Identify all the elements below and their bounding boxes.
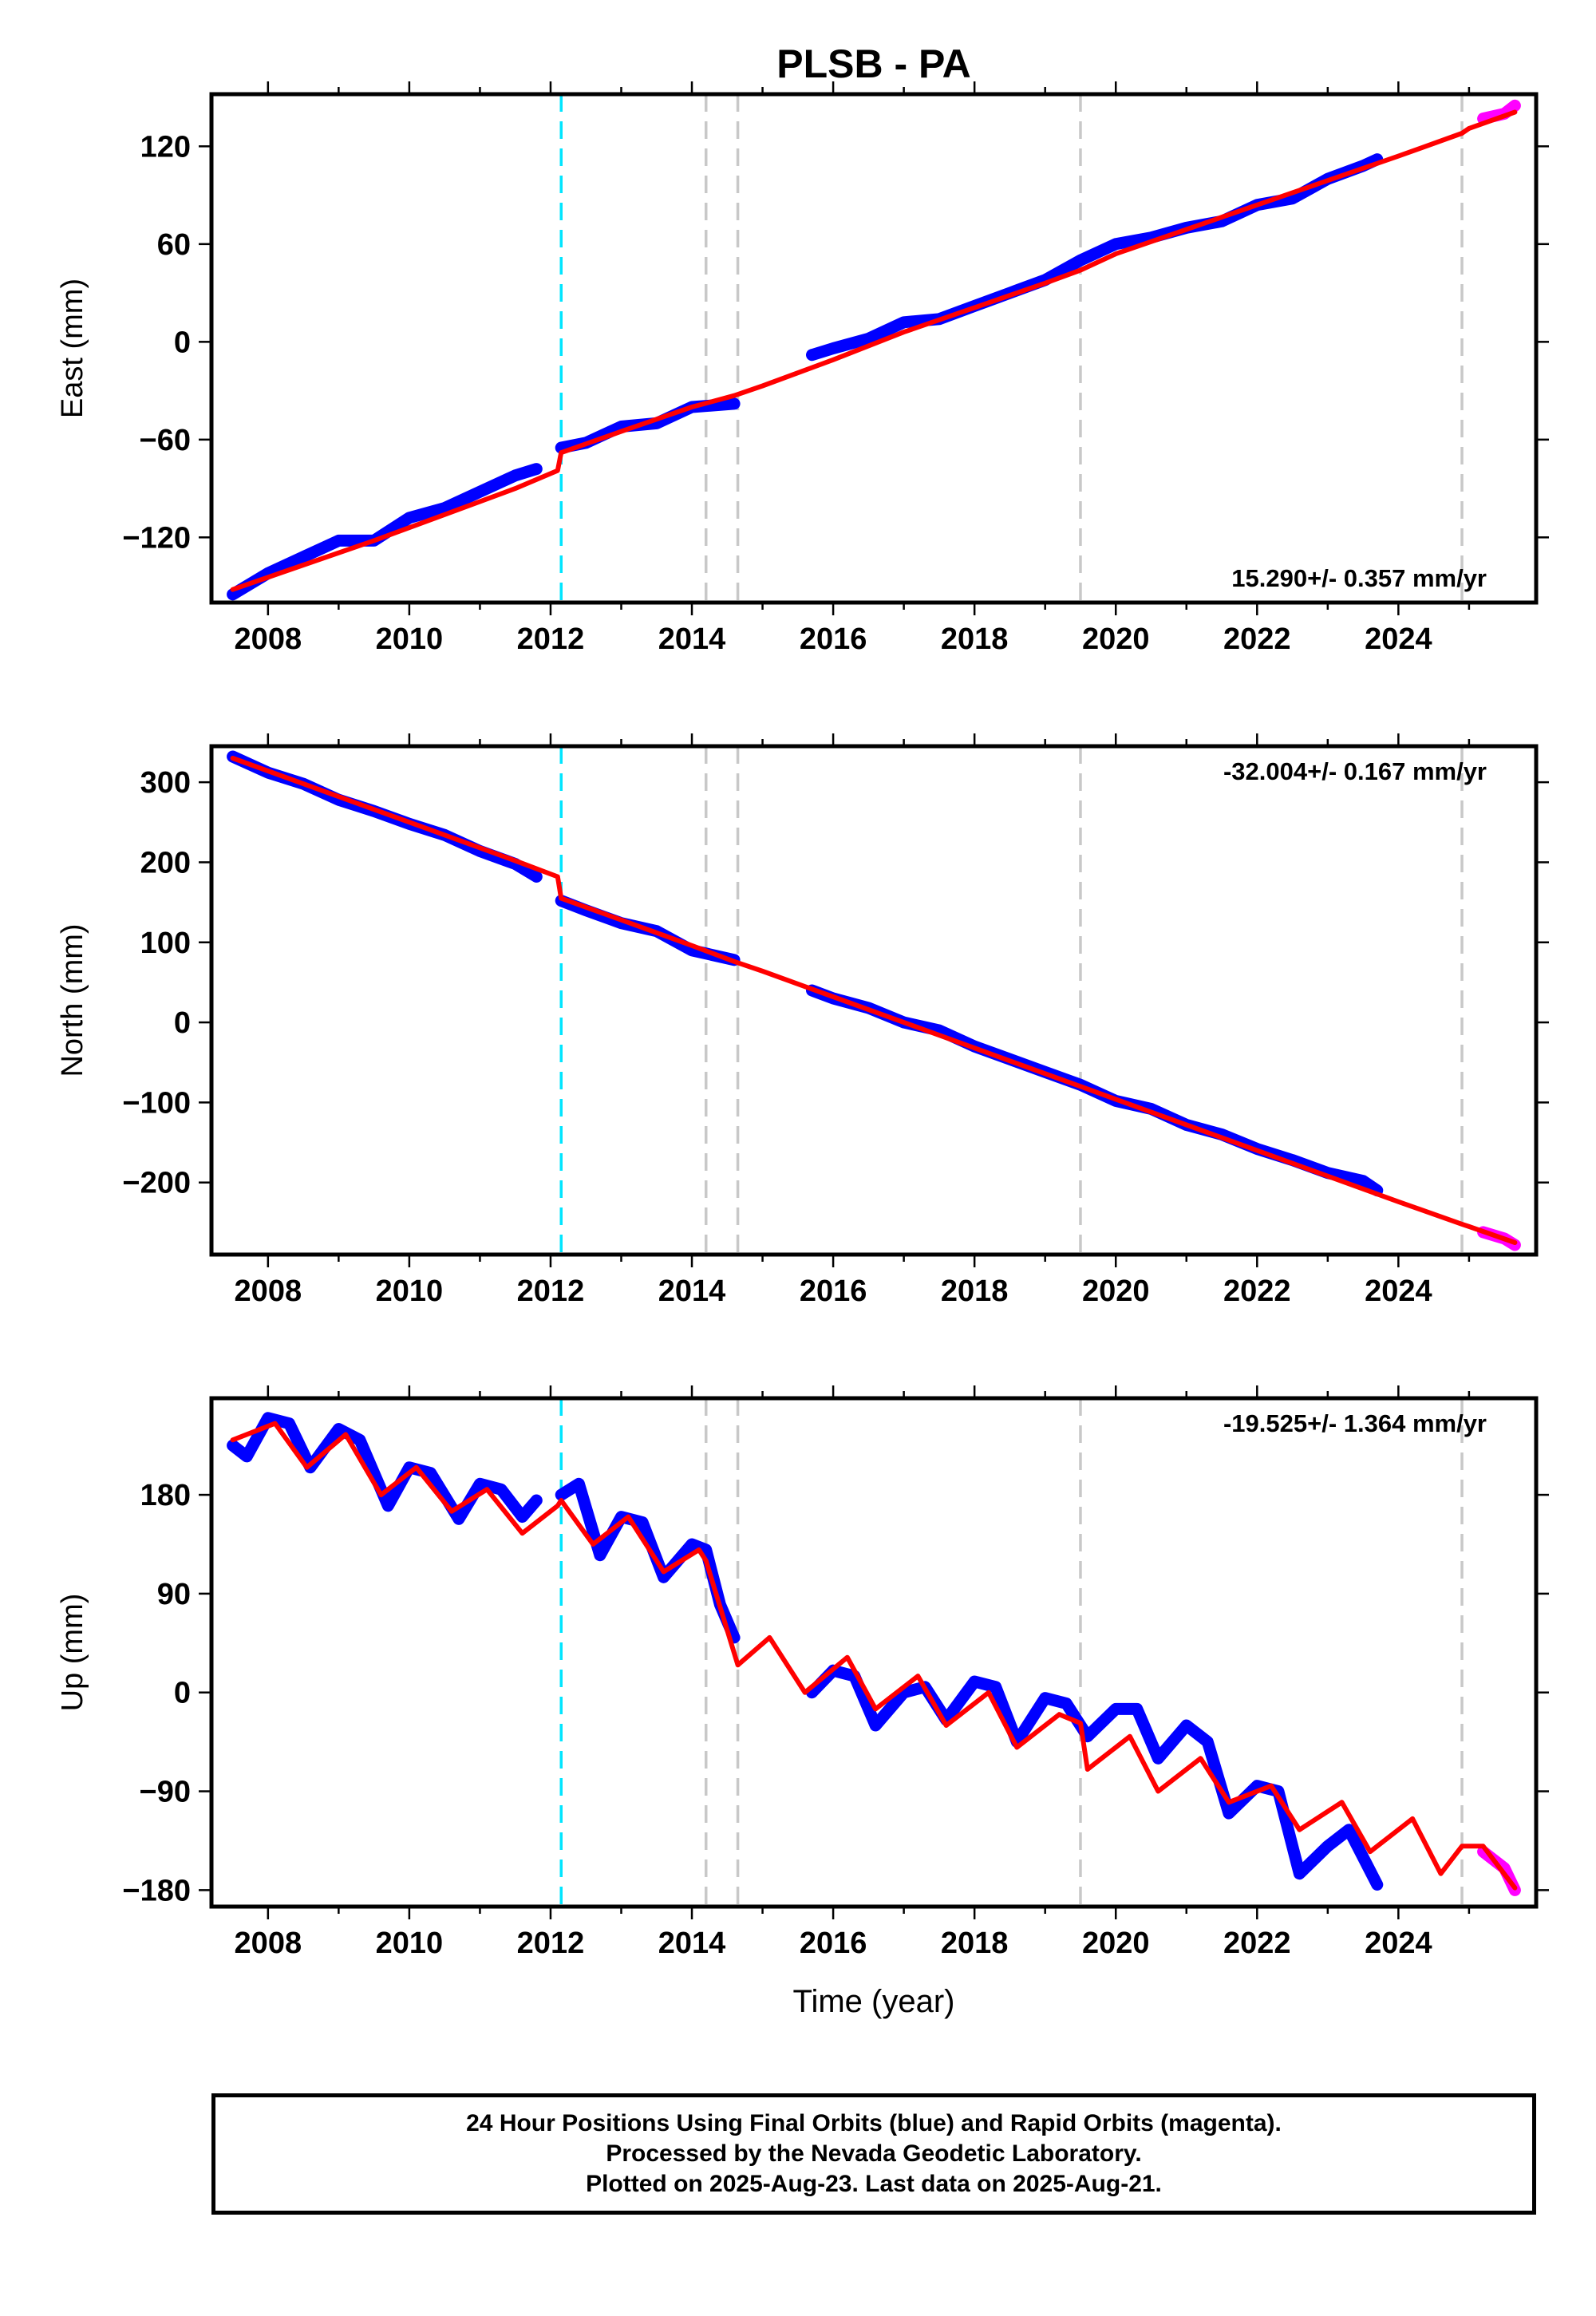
- up-xtick-label: 2022: [1223, 1927, 1291, 1960]
- north-xtick-label: 2014: [658, 1275, 726, 1308]
- up-xtick-label: 2024: [1365, 1927, 1432, 1960]
- up-xtick-label: 2020: [1082, 1927, 1150, 1960]
- east-rate-label: 15.290+/- 0.357 mm/yr: [1231, 564, 1487, 592]
- north-ytick-label: 100: [140, 927, 191, 960]
- north-ylabel: North (mm): [56, 923, 89, 1077]
- east-series-model-segment-0: [230, 109, 1518, 592]
- up-xtick-label: 2010: [376, 1927, 444, 1960]
- east-xtick-label: 2008: [235, 622, 302, 656]
- up-ytick-label: 0: [174, 1677, 191, 1710]
- north-xtick-label: 2016: [800, 1275, 867, 1308]
- up-ylabel: Up (mm): [56, 1594, 89, 1712]
- east-plot-frame: [209, 92, 1539, 605]
- footer-line-plotted: Plotted on 2025-Aug-23. Last data on 202…: [586, 2171, 1162, 2197]
- east-ytick-label: 0: [174, 326, 191, 359]
- north-xtick-label: 2010: [376, 1275, 444, 1308]
- up-ytick-label: 180: [140, 1479, 191, 1512]
- up-plot-frame: [209, 1396, 1539, 1909]
- east-series-final-orbits-segment-0: [227, 463, 543, 601]
- up-panel: 2008 2010 2012 2014 2016 2018 2020 2022 2024 −180…: [56, 1385, 1549, 2019]
- up-rate-label: -19.525+/- 1.364 mm/yr: [1223, 1409, 1487, 1437]
- footer-note-box: 24 Hour Positions Using Final Orbits (bl…: [211, 2093, 1536, 2215]
- up-xtick-label: 2014: [658, 1927, 726, 1960]
- footer-line-orbits: 24 Hour Positions Using Final Orbits (bl…: [466, 2110, 1282, 2136]
- chart-title: PLSB - PA: [776, 41, 971, 86]
- east-panel: 2008 2010 2012 2014 2016 2018 2020 2022 2024 −120…: [56, 81, 1549, 656]
- east-xtick-label: 2018: [941, 622, 1009, 656]
- east-series-final-orbits-segment-2: [806, 153, 1384, 362]
- up-series-final-orbits-segment-0: [227, 1412, 543, 1525]
- gps-timeseries-figure: PLSB - PA 2008 2010 2012 2014 2016 2018 2020 20…: [56, 41, 1549, 2019]
- east-xtick-label: 2010: [376, 622, 444, 656]
- east-ytick-label: 60: [157, 228, 191, 262]
- north-xtick-label: 2012: [517, 1275, 585, 1308]
- east-ytick-label: −120: [122, 521, 191, 555]
- north-xtick-label: 2022: [1223, 1275, 1291, 1308]
- north-ytick-label: 300: [140, 766, 191, 800]
- up-series-model-segment-0: [230, 1421, 1518, 1891]
- north-rate-label: -32.004+/- 0.167 mm/yr: [1223, 757, 1487, 785]
- east-xtick-label: 2014: [658, 622, 726, 656]
- east-xtick-label: 2020: [1082, 622, 1150, 656]
- north-xtick-label: 2020: [1082, 1275, 1150, 1308]
- north-ytick-label: 200: [140, 846, 191, 879]
- up-xlabel: Time (year): [793, 1984, 955, 2019]
- east-ytick-label: −60: [140, 424, 191, 457]
- east-xtick-label: 2012: [517, 622, 585, 656]
- up-ytick-label: −90: [140, 1776, 191, 1809]
- up-xtick-label: 2008: [235, 1927, 302, 1960]
- footer-line-processed: Processed by the Nevada Geodetic Laborat…: [606, 2140, 1142, 2167]
- north-ytick-label: −200: [122, 1167, 191, 1200]
- east-ylabel: East (mm): [56, 279, 89, 418]
- north-xtick-label: 2018: [941, 1275, 1009, 1308]
- north-plot-frame: [209, 744, 1539, 1257]
- up-series-final-orbits-segment-2: [806, 1664, 1384, 1891]
- up-ytick-label: 90: [157, 1578, 191, 1611]
- up-xtick-label: 2018: [941, 1927, 1009, 1960]
- east-xtick-label: 2024: [1365, 622, 1432, 656]
- north-panel: 2008 2010 2012 2014 2016 2018 2020 2022 2024 −200…: [56, 733, 1549, 1308]
- east-ytick-label: 120: [140, 130, 191, 164]
- north-xtick-label: 2024: [1365, 1275, 1432, 1308]
- east-xtick-label: 2016: [800, 622, 867, 656]
- north-ytick-label: 0: [174, 1006, 191, 1040]
- up-xtick-label: 2012: [517, 1927, 585, 1960]
- north-xtick-label: 2008: [235, 1275, 302, 1308]
- up-xtick-label: 2016: [800, 1927, 867, 1960]
- north-ytick-label: −100: [122, 1086, 191, 1120]
- east-xtick-label: 2022: [1223, 622, 1291, 656]
- up-ytick-label: −180: [122, 1874, 191, 1907]
- north-series-model-segment-0: [230, 756, 1518, 1245]
